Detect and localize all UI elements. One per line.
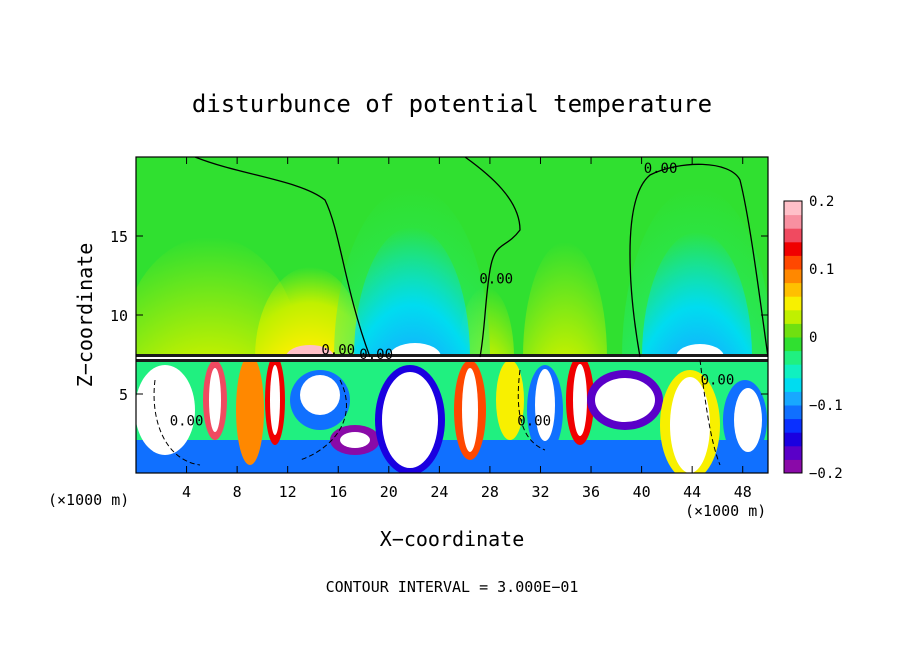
colorbar-swatch [784,391,802,406]
contour-label: 0.00 [479,271,513,287]
contour-label: 0.00 [321,343,355,359]
colorbar-swatch [784,405,802,420]
colorbar-swatch [784,364,802,379]
x-tick-label: 48 [734,483,752,501]
colorbar-swatch [784,255,802,270]
y-tick-label: 5 [119,386,128,404]
colorbar-swatch [784,282,802,297]
y-tick-label: 15 [110,228,128,246]
colorbar-swatch [784,323,802,338]
colorbar-swatch [784,241,802,256]
colorbar-swatch [784,337,802,352]
chart-title: disturbunce of potential temperature [192,90,712,118]
x-tick-label: 40 [633,483,651,501]
colorbar: 0.2 0.1 0 −0.1 −0.2 [783,194,843,482]
y-tick-label: 10 [110,307,128,325]
colorbar-swatch [784,201,802,216]
colorbar-swatch [784,377,802,392]
colorbar-tick-label: −0.2 [809,466,843,482]
x-tick-label: 36 [582,483,600,501]
colorbar-border [783,200,803,474]
x-unit-right: (×1000 m) [685,502,766,520]
colorbar-swatch [784,296,802,311]
x-tick-label: 28 [481,483,499,501]
colorbar-tick-label: 0.1 [809,262,834,278]
contour-label: 0.00 [517,414,551,430]
contour-interval-note: CONTOUR INTERVAL = 3.000E−01 [326,578,579,596]
colorbar-swatch [784,432,802,447]
colorbar-swatch [784,269,802,284]
colorbar-swatch [784,309,802,324]
colorbar-swatch [784,459,802,474]
x-tick-label: 24 [430,483,448,501]
contour-label: 0.00 [701,373,735,389]
contour-label: 0.00 [644,161,678,177]
x-tick-label: 8 [233,483,242,501]
x-tick-label: 32 [531,483,549,501]
contour-labels: 0.000.000.00 0.000.00 0.000.00 [170,161,735,430]
x-axis-label: X−coordinate [380,527,525,551]
x-tick-label: 4 [182,483,191,501]
colorbar-swatch [784,214,802,229]
plot-field [136,157,768,473]
x-unit-left: (×1000 m) [48,491,129,509]
contour-label: 0.00 [359,347,393,363]
colorbar-swatch [784,228,802,243]
contour-label: 0.00 [170,414,204,430]
colorbar-tick-label: −0.1 [809,398,843,414]
x-tick-label: 20 [380,483,398,501]
x-tick-label: 44 [683,483,701,501]
colorbar-swatch [784,445,802,460]
y-axis: 5 10 15 [110,228,768,404]
x-tick-label: 12 [279,483,297,501]
y-axis-label: Z−coordinate [73,243,97,388]
colorbar-tick-label: 0.2 [809,194,834,210]
colorbar-swatch [784,418,802,433]
colorbar-swatch [784,350,802,365]
colorbar-tick-label: 0 [809,330,817,346]
x-tick-label: 16 [329,483,347,501]
x-axis: 4 8 12 16 20 24 28 32 36 40 44 48 [182,157,752,501]
